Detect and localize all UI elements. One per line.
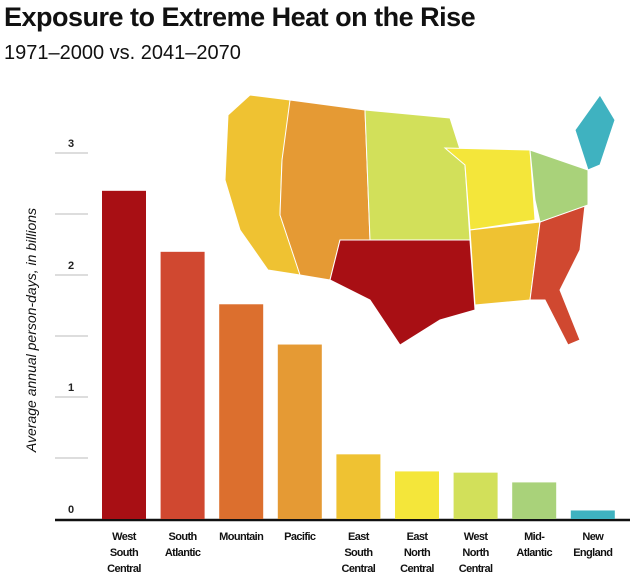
x-tick-label: South bbox=[344, 547, 373, 559]
map-region-south-atlantic bbox=[529, 204, 586, 346]
x-tick-label: Central bbox=[459, 563, 493, 575]
x-tick-label: England bbox=[573, 547, 612, 559]
x-tick-label: Mountain bbox=[219, 531, 264, 543]
x-tick-label: Central bbox=[400, 563, 434, 575]
bar bbox=[512, 482, 557, 519]
map-region-west-south-central bbox=[329, 239, 476, 346]
bar bbox=[570, 510, 615, 519]
chart-subtitle: 1971–2000 vs. 2041–2070 bbox=[4, 42, 241, 64]
map-region-west-north-central bbox=[364, 109, 471, 241]
chart-title: Exposure to Extreme Heat on the Rise bbox=[4, 2, 476, 32]
bar bbox=[102, 190, 146, 519]
x-tick-label: South bbox=[110, 547, 139, 559]
bar bbox=[277, 344, 322, 519]
x-tick-label: Mid- bbox=[524, 531, 545, 543]
x-tick-label: Central bbox=[107, 563, 141, 575]
y-tick-label: 0 bbox=[68, 504, 74, 516]
bar bbox=[219, 304, 264, 519]
y-tick-label: 1 bbox=[68, 382, 74, 394]
x-tick-label: East bbox=[407, 531, 429, 543]
map-region-mid-atlantic bbox=[529, 149, 589, 223]
x-tick-label: North bbox=[404, 547, 431, 559]
map-region-east-north-central bbox=[443, 147, 536, 231]
x-tick-label: Central bbox=[342, 563, 376, 575]
y-tick-label: 3 bbox=[68, 138, 74, 150]
x-tick-label: North bbox=[462, 547, 489, 559]
x-tick-label: South bbox=[169, 531, 198, 543]
us-region-map bbox=[224, 94, 616, 346]
bar bbox=[160, 251, 205, 519]
map-region-east-south-central bbox=[469, 221, 541, 306]
y-axis-label: Average annual person-days, in billions bbox=[23, 208, 39, 453]
x-tick-label: East bbox=[348, 531, 370, 543]
y-tick-label: 2 bbox=[68, 260, 74, 272]
bar bbox=[395, 471, 439, 519]
x-tick-label: New bbox=[582, 531, 604, 543]
x-tick-label: Atlantic bbox=[516, 547, 552, 559]
x-tick-label: West bbox=[112, 531, 137, 543]
bar bbox=[453, 472, 498, 519]
x-tick-label: West bbox=[464, 531, 489, 543]
x-tick-label: Pacific bbox=[284, 531, 316, 543]
x-tick-label: Atlantic bbox=[165, 547, 201, 559]
bar bbox=[336, 454, 381, 519]
map-region-new-england bbox=[574, 94, 616, 171]
